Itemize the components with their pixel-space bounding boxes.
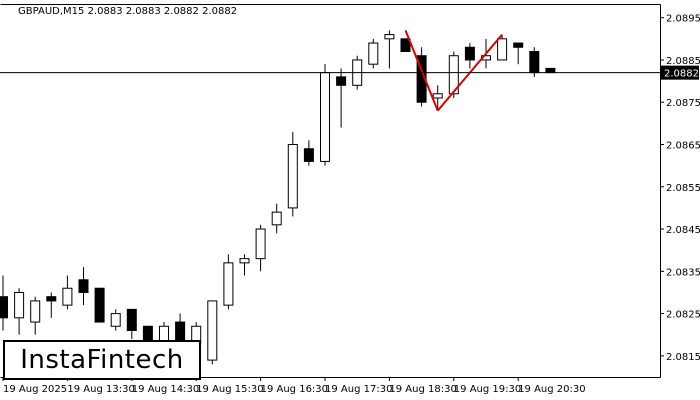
candle-body: [303, 148, 314, 162]
candle: [78, 267, 89, 306]
y-tick-label: 2.0895: [666, 14, 700, 25]
y-tick-label: 2.0835: [666, 267, 700, 278]
x-tick-label: 19 Aug 13:30: [67, 384, 134, 395]
candle: [223, 254, 234, 310]
x-tick-label: 19 Aug 16:30: [261, 384, 328, 395]
x-tick-label: 19 Aug 19:30: [454, 384, 521, 395]
candle: [400, 38, 411, 52]
candle: [545, 67, 556, 74]
candle-body: [287, 144, 298, 209]
candle-body: [336, 76, 347, 86]
candle-body: [271, 211, 282, 226]
candle: [368, 38, 379, 69]
candle-body: [255, 228, 266, 260]
candle-body: [400, 38, 411, 52]
candle: [110, 309, 121, 331]
candle: [0, 275, 8, 331]
candle-body: [529, 51, 540, 74]
candle-body: [239, 258, 250, 264]
candle-body: [110, 313, 121, 327]
current-price-label: 2.0882: [664, 69, 699, 80]
candle-body: [464, 46, 475, 61]
x-tick-label: 19 Aug 18:30: [389, 384, 456, 395]
candle-body: [432, 93, 443, 99]
candle: [62, 275, 73, 310]
y-tick-label: 2.0845: [666, 225, 700, 236]
candles-layer: [0, 30, 556, 365]
current-price-tag: [661, 65, 699, 80]
y-axis: 2.0895 2.0885 2.0875 2.0865 2.0855 2.0845 2.08…: [660, 14, 700, 363]
candle: [336, 68, 347, 128]
candle-body: [320, 72, 330, 162]
pattern-line: [404, 29, 439, 112]
candle-body: [513, 42, 524, 48]
candle: [126, 308, 137, 339]
candle-body: [14, 291, 25, 319]
y-tick-label: 2.0825: [666, 310, 700, 321]
candle: [207, 300, 218, 365]
candle-body: [545, 67, 556, 74]
x-tick-label: 19 Aug 2025: [3, 384, 67, 395]
logo-text: InstaFintech: [20, 345, 184, 375]
candle: [497, 34, 508, 61]
candle: [513, 42, 524, 65]
candle-body: [126, 308, 137, 332]
candle: [94, 287, 105, 323]
y-tick-label: 2.0855: [666, 183, 700, 194]
candle-body: [78, 279, 89, 293]
candle-body: [448, 55, 459, 95]
candle-body: [46, 296, 57, 302]
candle: [432, 85, 443, 111]
candle-body: [416, 55, 427, 103]
candle-body: [384, 34, 395, 40]
candle: [14, 288, 25, 335]
y-tick-label: 2.0875: [666, 98, 700, 109]
y-tick-label: 2.0865: [666, 141, 700, 152]
candle: [320, 64, 330, 166]
candle-body: [223, 262, 234, 306]
chart-title: GBPAUD,M15 2.0883 2.0883 2.0882 2.0882: [18, 6, 237, 17]
candle-body: [368, 42, 379, 65]
x-tick-label: 19 Aug 20:30: [518, 384, 585, 395]
x-tick-label: 19 Aug 14:30: [132, 384, 199, 395]
candle: [287, 131, 298, 217]
y-tick-label: 2.0885: [666, 56, 700, 67]
candle: [271, 203, 282, 234]
current-price-line: 2.0882: [0, 65, 699, 80]
candle: [46, 292, 57, 318]
candle: [384, 30, 395, 69]
candle-body: [94, 287, 105, 323]
candle: [255, 224, 266, 272]
y-tick-label: 2.0815: [666, 352, 700, 363]
x-tick-label: 19 Aug 17:30: [325, 384, 392, 395]
candle: [303, 140, 314, 166]
candle-body: [62, 287, 73, 306]
candle: [416, 47, 427, 107]
candle: [239, 254, 250, 276]
logo: InstaFintech: [3, 340, 201, 380]
candle: [30, 296, 41, 335]
candle-body: [30, 300, 41, 323]
candle-body: [0, 296, 8, 319]
x-tick-label: 19 Aug 15:30: [196, 384, 263, 395]
candle-body: [207, 300, 218, 361]
candle: [464, 43, 475, 69]
candle-body: [497, 38, 508, 61]
